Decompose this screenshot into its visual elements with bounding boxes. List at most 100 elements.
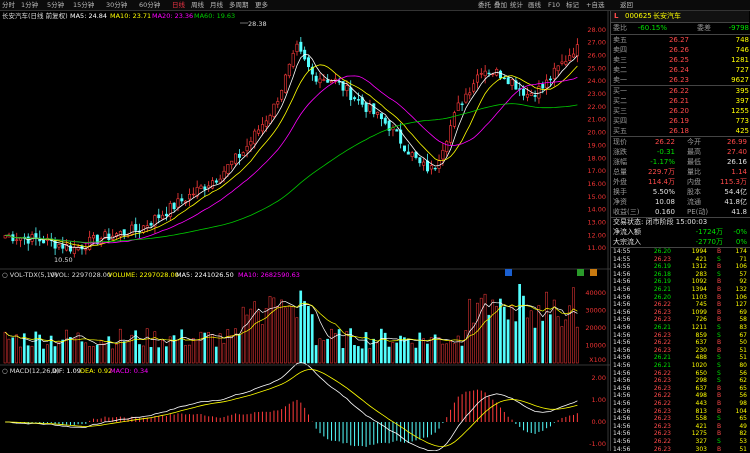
vol-name-legend: ○ VOL-TDX(5,10) — [2, 271, 57, 279]
tick-row-cell: 1103 — [691, 293, 707, 301]
toolbar-button[interactable]: 画线 — [528, 1, 541, 9]
candle-body — [195, 187, 199, 197]
volume-bar — [218, 333, 222, 364]
volume-bar — [318, 338, 322, 364]
tick-row: 14:56 26.23 558 S 65 — [611, 415, 749, 423]
event-icon[interactable] — [590, 269, 597, 276]
candle-body — [268, 115, 272, 124]
high-label: 28.38 — [248, 20, 267, 28]
period-tab[interactable]: 月线 — [210, 1, 223, 9]
flag-icon: L — [614, 12, 619, 20]
macd-legend: MACD: 0.34 — [110, 367, 148, 375]
buy-level-cell: 买二 — [613, 97, 627, 105]
period-tab[interactable]: 分时 — [2, 1, 15, 9]
candle-body — [157, 214, 161, 219]
tick-row-cell: 71 — [739, 255, 747, 263]
sell-level: 卖五 26.27 748 — [611, 35, 749, 45]
volume-bar — [464, 330, 468, 364]
sell-level-cell: 26.27 — [668, 36, 689, 44]
tick-row-cell: 53 — [739, 438, 747, 445]
stat-row-cell: 内盘 — [687, 178, 701, 186]
volume-bar — [264, 308, 268, 364]
candle-body — [426, 160, 430, 172]
period-tab[interactable]: 60分钟 — [139, 1, 161, 9]
toolbar-button[interactable]: 返回 — [620, 1, 633, 9]
toolbar-button[interactable]: 标记 — [566, 1, 579, 9]
weibi-row-cell: 委比 — [613, 24, 627, 32]
stat-row: 总量 229.7万 量比 1.14 — [611, 167, 749, 177]
tick-row-cell: S — [717, 354, 721, 362]
period-tab[interactable]: 多周期 — [229, 1, 249, 9]
volume-bar — [80, 341, 84, 364]
price-tick: 18.00 — [587, 154, 606, 162]
volume-bar — [380, 328, 383, 364]
tick-row-cell: B — [717, 422, 722, 430]
toolbar-button[interactable]: F10 — [548, 1, 561, 9]
candle-body — [191, 193, 195, 196]
candle-body — [199, 185, 203, 189]
tick-row-cell: 106 — [735, 263, 747, 271]
volume-bar — [138, 344, 141, 364]
toolbar-button[interactable]: +自选 — [586, 1, 605, 9]
stat-row-cell: 外盘 — [613, 178, 627, 186]
event-icon[interactable] — [577, 269, 584, 276]
candle-body — [341, 81, 345, 91]
sell-level-cell: 卖一 — [613, 76, 627, 84]
tick-row: 14:55 26.19 1312 B 106 — [611, 263, 749, 271]
volume-bar — [372, 338, 376, 364]
candle-body — [283, 74, 287, 93]
volume-bar — [441, 343, 445, 364]
candle-body — [161, 214, 165, 220]
tick-row-cell: 637 — [695, 339, 707, 347]
tick-row: 14:56 26.21 1211 S 83 — [611, 324, 749, 332]
tick-row-cell: 104 — [735, 407, 747, 415]
price-tick: 23.00 — [587, 90, 606, 98]
tick-row-cell: 26.19 — [653, 278, 671, 286]
candle-body — [149, 223, 153, 226]
volume-bar — [330, 328, 333, 364]
candle-body — [122, 229, 126, 236]
volume-bar — [418, 332, 422, 364]
candle-body — [172, 202, 176, 210]
volume-bar — [203, 332, 207, 364]
period-tab[interactable]: 周线 — [191, 1, 204, 9]
toolbar-button[interactable]: 统计 — [510, 1, 523, 9]
volume-bar — [341, 348, 345, 364]
tick-row-cell: 1211 — [691, 324, 707, 331]
tick-row-cell: 650 — [695, 369, 707, 377]
period-tab[interactable]: 更多 — [255, 1, 268, 9]
vol-tick: 30000 — [585, 307, 606, 315]
volume-bar — [410, 342, 414, 364]
dif-legend: DIF: 1.09 — [52, 367, 81, 375]
buy-level-cell: 773 — [735, 117, 749, 125]
period-tab[interactable]: 5分钟 — [47, 1, 65, 9]
period-tab[interactable]: 日线 — [172, 1, 185, 9]
period-tab[interactable]: 30分钟 — [106, 1, 128, 9]
tick-row-cell: 65 — [739, 415, 747, 423]
buy-level: 买二 26.21 397 — [611, 96, 749, 106]
sell-level-cell: 卖三 — [613, 56, 627, 64]
price-tick: 16.00 — [587, 180, 606, 188]
candle-body — [118, 231, 122, 237]
sell-level: 卖二 26.24 727 — [611, 65, 749, 75]
period-tab[interactable]: 15分钟 — [73, 1, 95, 9]
toolbar-button[interactable]: 委托 — [478, 1, 491, 9]
volume-bar — [568, 305, 571, 364]
stat-row-cell: 总量 — [613, 168, 627, 176]
volume-bar — [422, 338, 425, 364]
stat-row: 涨跌 -0.31 最高 27.40 — [611, 147, 749, 157]
stat-row-cell: 41.8亿 — [724, 198, 747, 206]
stat-row-cell: 量比 — [687, 168, 701, 176]
event-icon[interactable] — [505, 269, 512, 276]
volume-bar — [69, 337, 72, 364]
volume-bar — [572, 287, 575, 364]
tick-row: 14:56 26.22 650 S 56 — [611, 370, 749, 378]
period-tab[interactable]: 1分钟 — [21, 1, 39, 9]
candle-body — [475, 74, 479, 83]
volume-bar — [445, 343, 448, 364]
macd-name-legend: ○ MACD(12,26,9) — [2, 367, 59, 375]
volume-bars — [3, 284, 579, 364]
toolbar-button[interactable]: 叠加 — [494, 1, 507, 9]
volume-bar — [303, 301, 306, 364]
kline-chart[interactable]: 28.00 27.00 26.00 25.00 24.00 23.00 22.00 21.00… — [0, 11, 610, 451]
